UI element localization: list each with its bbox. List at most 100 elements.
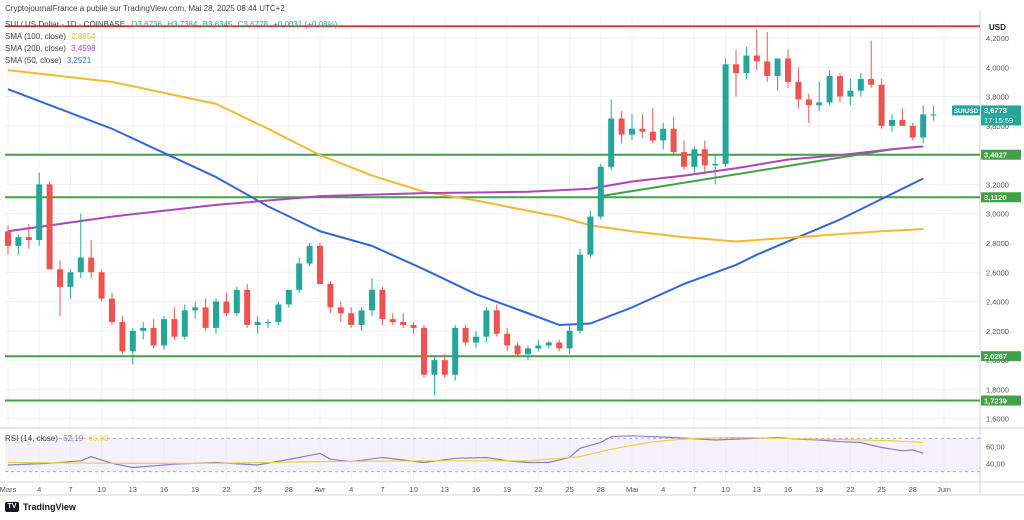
candle-up[interactable] (774, 58, 781, 77)
candle-up[interactable] (254, 322, 261, 325)
candle-down[interactable] (46, 184, 53, 270)
sma200-line[interactable] (7, 145, 924, 233)
candle-down[interactable] (244, 289, 251, 325)
candle-up[interactable] (306, 245, 313, 264)
tradingview-logo[interactable]: TV TradingView (5, 502, 76, 512)
candle-up[interactable] (608, 118, 615, 167)
candle-up[interactable] (857, 78, 864, 91)
candle-up[interactable] (545, 342, 552, 346)
candle-up[interactable] (847, 90, 854, 97)
candle-up[interactable] (629, 128, 635, 135)
candle-down[interactable] (618, 118, 625, 135)
candle-up[interactable] (722, 64, 729, 164)
candle-up[interactable] (566, 330, 573, 349)
candle-up[interactable] (691, 149, 698, 167)
candle-down[interactable] (327, 283, 334, 308)
candle-up[interactable] (587, 216, 594, 255)
candle-down[interactable] (317, 245, 323, 284)
candle-up[interactable] (930, 114, 937, 116)
candle-down[interactable] (119, 322, 126, 352)
candle-up[interactable] (77, 257, 84, 273)
candle-down[interactable] (421, 327, 427, 375)
candle-down[interactable] (150, 327, 157, 346)
candle-up[interactable] (431, 360, 438, 375)
candle-down[interactable] (25, 237, 32, 241)
candle-down[interactable] (400, 322, 407, 325)
candle-up[interactable] (535, 345, 542, 349)
candle-up[interactable] (140, 327, 147, 331)
candle-down[interactable] (223, 301, 230, 314)
candle-down[interactable] (681, 152, 687, 167)
candle-up[interactable] (15, 237, 22, 246)
candle-up[interactable] (712, 163, 719, 166)
candle-up[interactable] (369, 289, 375, 311)
rsi-line[interactable] (7, 435, 924, 469)
candle-down[interactable] (753, 55, 760, 62)
candle-down[interactable] (878, 84, 885, 126)
candle-up[interactable] (826, 76, 833, 103)
candle-up[interactable] (36, 184, 43, 241)
candle-up[interactable] (285, 289, 292, 305)
candle-down[interactable] (649, 131, 656, 141)
candle-down[interactable] (639, 128, 646, 132)
candle-down[interactable] (837, 76, 843, 97)
candle-up[interactable] (192, 307, 199, 311)
candle-up[interactable] (743, 55, 750, 74)
candle-down[interactable] (88, 257, 95, 273)
candle-up[interactable] (129, 330, 136, 352)
candle-down[interactable] (462, 327, 469, 343)
candle-up[interactable] (660, 128, 667, 141)
candle-down[interactable] (899, 119, 906, 126)
candle-down[interactable] (98, 272, 105, 299)
candle-down[interactable] (909, 125, 916, 138)
trendline[interactable] (600, 148, 893, 198)
candle-down[interactable] (795, 81, 802, 100)
candle-down[interactable] (57, 269, 63, 287)
candle-up[interactable] (233, 289, 240, 314)
candle-down[interactable] (337, 307, 344, 314)
candle-up[interactable] (275, 304, 282, 323)
candle-up[interactable] (296, 263, 303, 290)
candle-up[interactable] (67, 272, 74, 287)
candle-down[interactable] (868, 78, 875, 85)
candle-down[interactable] (5, 231, 11, 246)
candle-down[interactable] (202, 307, 209, 328)
candle-down[interactable] (379, 289, 386, 320)
symbol-name[interactable]: SUI / US Dollar · 1D · COINBASE (5, 20, 126, 29)
candle-down[interactable] (514, 345, 521, 355)
sma100-line[interactable] (7, 69, 924, 243)
candle-up[interactable] (473, 336, 479, 343)
candle-up[interactable] (597, 166, 604, 217)
candle-down[interactable] (805, 99, 812, 106)
candle-up[interactable] (181, 310, 188, 337)
candle-down[interactable] (171, 319, 178, 337)
candle-down[interactable] (733, 64, 739, 74)
sma50-line[interactable] (7, 88, 924, 326)
candle-up[interactable] (265, 322, 271, 324)
candle-down[interactable] (764, 61, 771, 77)
candle-down[interactable] (556, 342, 563, 349)
candle-down[interactable] (348, 313, 355, 325)
indicator-sma100[interactable]: SMA (100, close) 2,8954 (5, 32, 96, 41)
candle-down[interactable] (785, 58, 791, 82)
rsi-legend[interactable]: RSI (14, close) 52,19 65,08 (5, 434, 108, 443)
candle-up[interactable] (452, 327, 459, 375)
candle-down[interactable] (389, 319, 396, 323)
candle-up[interactable] (816, 102, 823, 106)
candle-down[interactable] (410, 324, 417, 328)
candle-down[interactable] (493, 310, 500, 334)
candle-up[interactable] (213, 301, 219, 328)
candle-up[interactable] (577, 254, 583, 331)
candle-down[interactable] (109, 298, 115, 323)
candle-up[interactable] (889, 119, 895, 126)
candle-up[interactable] (161, 319, 167, 346)
candle-up[interactable] (358, 310, 365, 325)
candle-up[interactable] (483, 310, 490, 337)
candle-up[interactable] (920, 114, 927, 138)
candle-down[interactable] (441, 360, 448, 375)
candle-up[interactable] (525, 348, 531, 355)
candle-down[interactable] (670, 128, 677, 153)
indicator-sma50[interactable]: SMA (50, close) 3,2521 (5, 56, 91, 65)
rsi-ma-line[interactable] (7, 436, 924, 464)
